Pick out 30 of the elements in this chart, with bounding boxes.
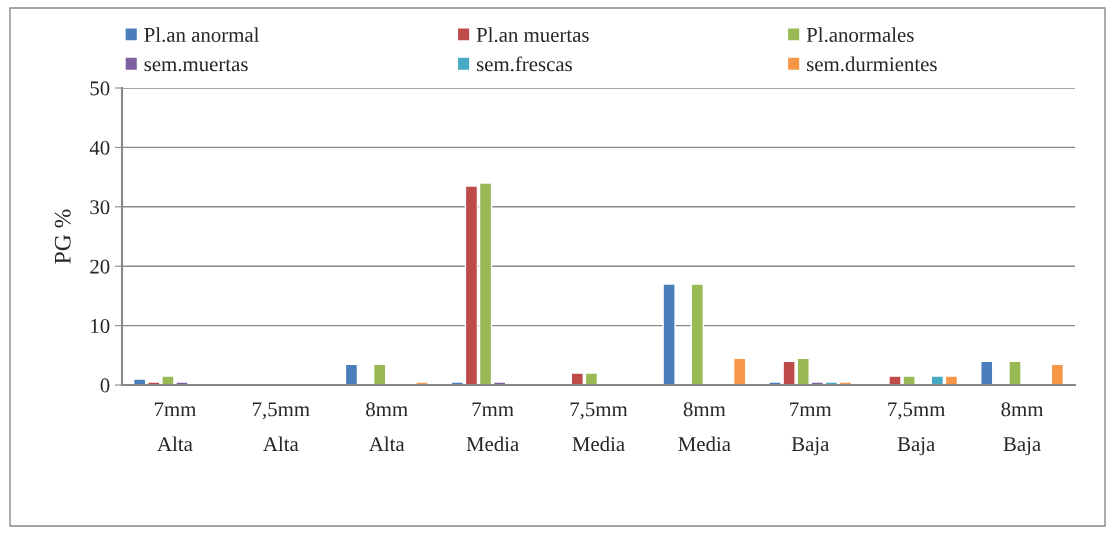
bar <box>980 360 994 385</box>
legend-label: Pl.an anormal <box>144 27 260 43</box>
x-tick-label: 7mm Baja <box>790 402 832 456</box>
y-tick-label: 10 <box>91 318 110 334</box>
legend-label: sem.muertas <box>144 59 248 72</box>
y-axis-title: PG % <box>54 209 71 264</box>
bar <box>372 363 387 385</box>
legend-label: sem.durmientes <box>807 56 937 72</box>
x-tick-label: 7,5mm Baja <box>888 402 946 456</box>
x-tick-label: 8mm Alta <box>366 402 408 452</box>
x-tick-label: 7,5mm Media <box>570 402 628 452</box>
x-tick-label: 8mm Media <box>678 402 731 452</box>
bar <box>1050 363 1065 385</box>
y-tick-label: 30 <box>90 200 110 215</box>
legend-label: Pl.anormales <box>806 27 914 43</box>
legend-label: sem.frescas <box>476 56 572 72</box>
bar <box>732 357 747 385</box>
y-tick-label: 20 <box>90 259 110 274</box>
y-tick-label: 50 <box>90 81 110 96</box>
x-tick-label: 8mm Baja <box>1001 402 1044 456</box>
bar <box>662 283 676 385</box>
bar <box>1008 360 1022 385</box>
y-tick-label: 40 <box>89 140 110 155</box>
x-tick-label: 7,5mm Alta <box>252 402 310 452</box>
y-tick-label: 0 <box>100 378 110 393</box>
x-tick-label: 7mm Alta <box>154 402 197 452</box>
x-tick-label: 7mm Media <box>466 402 519 452</box>
bar <box>690 283 705 385</box>
legend-label: Pl.an muertas <box>476 27 589 43</box>
bar <box>344 363 359 385</box>
